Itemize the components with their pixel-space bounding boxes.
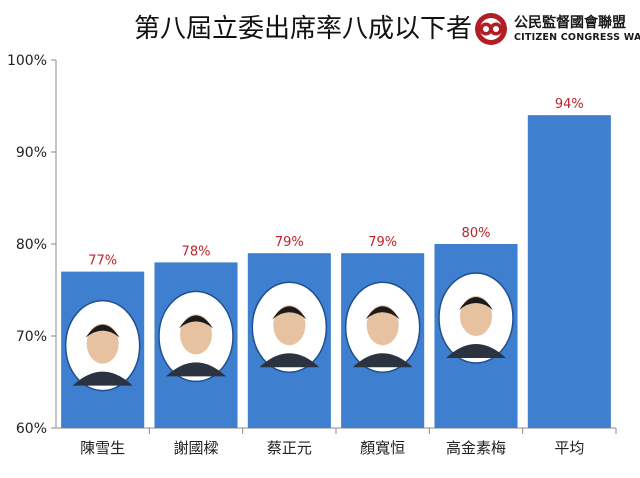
value-label: 80%	[462, 226, 491, 241]
portrait-shoulders	[72, 371, 133, 386]
portrait-hair	[85, 324, 120, 338]
category-label: 顏寬恒	[360, 439, 405, 457]
portrait-photo	[158, 290, 234, 383]
portrait-shoulders	[352, 353, 413, 368]
citizen-congress-watch-logo: 公民監督國會聯盟 CITIZEN CONGRESS WATCH	[474, 10, 640, 50]
y-tick-label: 70%	[16, 329, 47, 345]
portrait-face	[86, 323, 119, 364]
portrait-face	[180, 314, 212, 355]
portrait-hair	[365, 306, 400, 320]
category-label: 高金素梅	[446, 439, 506, 457]
portrait-face	[273, 305, 306, 346]
chart-title: 第八屆立委出席率八成以下者	[133, 14, 472, 44]
value-label: 78%	[182, 244, 211, 259]
logo-name-zh: 公民監督國會聯盟	[514, 15, 626, 31]
axis-layer: 60% 70% 80% 90% 100%	[7, 53, 617, 437]
bars-layer	[61, 115, 611, 428]
portrait-shoulders	[446, 344, 506, 358]
category-label: 蔡正元	[267, 439, 312, 457]
y-tick-label: 80%	[16, 237, 47, 253]
portrait-photo	[251, 281, 328, 373]
labels-layer: 77% 陳雪生 78% 謝國樑 79% 蔡正元 79% 顏寬恒 80% 高金素梅 94% 平均	[80, 97, 584, 457]
portrait-photo	[344, 281, 421, 373]
y-tick-label: 60%	[16, 421, 47, 437]
portrait-shoulders	[166, 362, 226, 377]
value-label: 77%	[88, 254, 117, 269]
logo-name-en: CITIZEN CONGRESS WATCH	[514, 32, 640, 43]
portrait-shoulders	[259, 353, 320, 368]
category-label: 謝國樑	[173, 439, 218, 457]
y-tick-label: 90%	[16, 145, 47, 161]
portrait-hair	[459, 297, 493, 310]
portrait-face	[366, 305, 399, 346]
portrait-photo	[64, 299, 141, 392]
value-label: 79%	[275, 235, 304, 250]
category-label: 陳雪生	[80, 439, 125, 457]
portrait-hair	[272, 306, 307, 320]
portrait-face	[460, 296, 492, 336]
y-tick-label: 100%	[7, 53, 47, 69]
value-label: 79%	[368, 235, 397, 250]
value-label: 94%	[555, 97, 584, 112]
logo-mark-icon	[475, 13, 507, 45]
category-label: 平均	[554, 439, 584, 457]
bar-6	[527, 115, 611, 428]
portrait-photo	[438, 272, 514, 364]
portrait-hair	[179, 315, 213, 329]
